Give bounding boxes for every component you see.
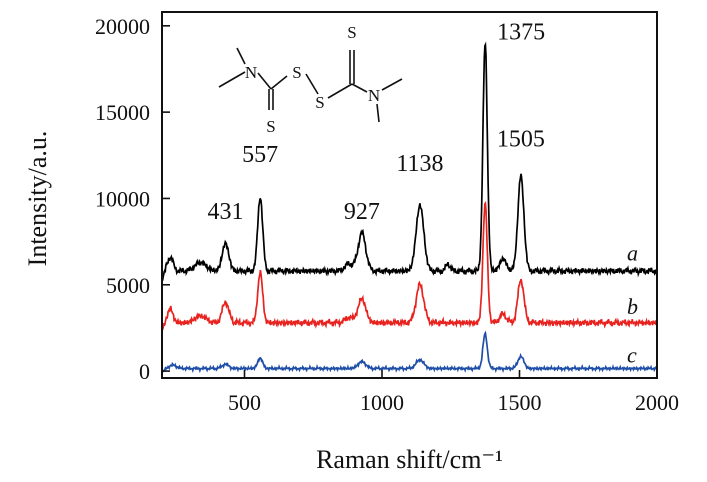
series-line-b xyxy=(161,200,658,331)
y-axis-title: Intensity/a.u. xyxy=(23,131,52,267)
structure-bond xyxy=(257,72,272,90)
x-tick-label: 1500 xyxy=(498,390,542,415)
structure-atom-s-bottom-left: S xyxy=(266,117,275,136)
peak-label-1505: 1505 xyxy=(497,127,545,153)
peak-label-431: 431 xyxy=(208,199,244,225)
y-tick-label: 0 xyxy=(139,359,150,384)
structure-atom-n-right: N xyxy=(368,86,380,105)
series-label-b: b xyxy=(627,294,638,319)
y-tick-label: 20000 xyxy=(95,14,150,39)
structure-bond xyxy=(376,103,380,123)
x-tick-label: 1000 xyxy=(360,390,404,415)
structure-atom-n-left: N xyxy=(245,63,257,82)
x-tick-label: 2000 xyxy=(635,390,679,415)
chemical-structure-diagram: N S S S S N xyxy=(218,23,403,136)
series-label-c: c xyxy=(627,342,637,367)
peak-label-927: 927 xyxy=(344,199,380,225)
x-axis-title: Raman shift/cm⁻¹ xyxy=(316,445,503,474)
y-tick-label: 15000 xyxy=(95,100,150,125)
structure-bond xyxy=(381,78,403,91)
structure-bond xyxy=(236,47,246,65)
series-label-a: a xyxy=(627,241,638,266)
structure-bond xyxy=(305,73,319,95)
peak-label-1138: 1138 xyxy=(396,151,443,177)
peak-label-1375: 1375 xyxy=(497,20,545,46)
structure-bond xyxy=(327,83,353,99)
structure-bond xyxy=(351,83,368,93)
x-tick-label: 500 xyxy=(228,390,261,415)
series-line-c xyxy=(161,330,658,375)
peak-label-557: 557 xyxy=(242,142,278,168)
structure-atom-s-top-right: S xyxy=(347,23,356,42)
y-tick-label: 10000 xyxy=(95,186,150,211)
y-tick-label: 5000 xyxy=(106,273,150,298)
structure-bond xyxy=(270,75,288,90)
plot-frame xyxy=(161,11,658,379)
structure-atom-s-bridge-left: S xyxy=(292,63,301,82)
structure-atom-s-bridge-right: S xyxy=(315,93,324,112)
series-line-a xyxy=(161,41,658,281)
structure-bond xyxy=(218,71,246,88)
